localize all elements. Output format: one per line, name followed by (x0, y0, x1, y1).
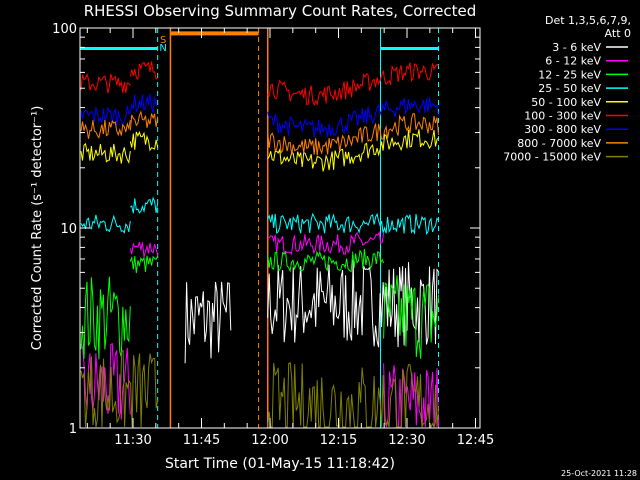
plot-area: SN (80, 28, 440, 429)
series-line (80, 349, 159, 428)
series-line (80, 105, 131, 127)
legend-entry-label: 100 - 300 keV (524, 110, 601, 123)
axes: 11:30 11:45 12:00 12:15 12:30 12:45 1 10 100 (52, 22, 494, 448)
y-tick-label: 10 (60, 222, 77, 237)
series-line (80, 342, 131, 420)
series-line (267, 212, 439, 235)
chart-title: RHESSI Observing Summary Count Rates, Co… (84, 2, 477, 20)
x-tick-label: 11:30 (114, 433, 151, 448)
x-tick-label: 12:15 (320, 433, 357, 448)
legend-header-att: Att 0 (605, 27, 631, 40)
series-line (267, 250, 354, 273)
legend-header: Det 1,3,5,6,7,9, (545, 14, 631, 27)
series-line (80, 72, 131, 94)
x-tick-label: 12:00 (251, 433, 288, 448)
series-line (267, 233, 354, 256)
series-line (129, 130, 159, 152)
series-line (80, 214, 131, 234)
x-tick-label: 12:45 (457, 433, 494, 448)
x-axis-label: Start Time (01-May-15 11:18:42) (165, 456, 395, 472)
timestamp: 25-Oct-2021 11:28 (561, 469, 637, 478)
legend-entry-label: 50 - 100 keV (531, 96, 601, 109)
series-line (267, 113, 439, 156)
series-line (352, 249, 385, 270)
y-tick-label: 1 (69, 422, 77, 437)
flag-label-s: S (160, 35, 166, 46)
series-line (352, 230, 385, 247)
series-line (383, 275, 439, 359)
series-line (130, 196, 159, 214)
legend-entry-label: 3 - 6 keV (552, 41, 601, 54)
legend-entry-label: 800 - 7000 keV (517, 137, 601, 150)
series-line (129, 110, 159, 131)
legend-entry-label: 7000 - 15000 keV (503, 151, 601, 164)
series-line (129, 255, 159, 274)
legend-entry-label: 300 - 800 keV (524, 123, 601, 136)
series-line (80, 276, 131, 360)
series-line (267, 361, 439, 429)
series-line (129, 93, 158, 113)
series-line (267, 62, 439, 107)
series-line (129, 242, 159, 258)
x-tick-label: 12:30 (388, 433, 425, 448)
y-axis-label: Corrected Count Rate (s⁻¹ detector⁻¹) (30, 106, 45, 351)
y-tick-label: 100 (52, 22, 77, 37)
legend-entry-label: 12 - 25 keV (538, 68, 601, 81)
series-line (129, 61, 158, 81)
x-tick-label: 11:45 (183, 433, 220, 448)
series-line (80, 119, 131, 139)
flag-label-n: N (159, 43, 166, 54)
series-line (184, 281, 232, 364)
legend-entry-label: 6 - 12 keV (545, 55, 601, 68)
series-line (267, 129, 439, 172)
legend-entry-label: 25 - 50 keV (538, 82, 601, 95)
series-line (383, 363, 439, 428)
series-line (80, 142, 131, 165)
series-line (267, 97, 439, 137)
